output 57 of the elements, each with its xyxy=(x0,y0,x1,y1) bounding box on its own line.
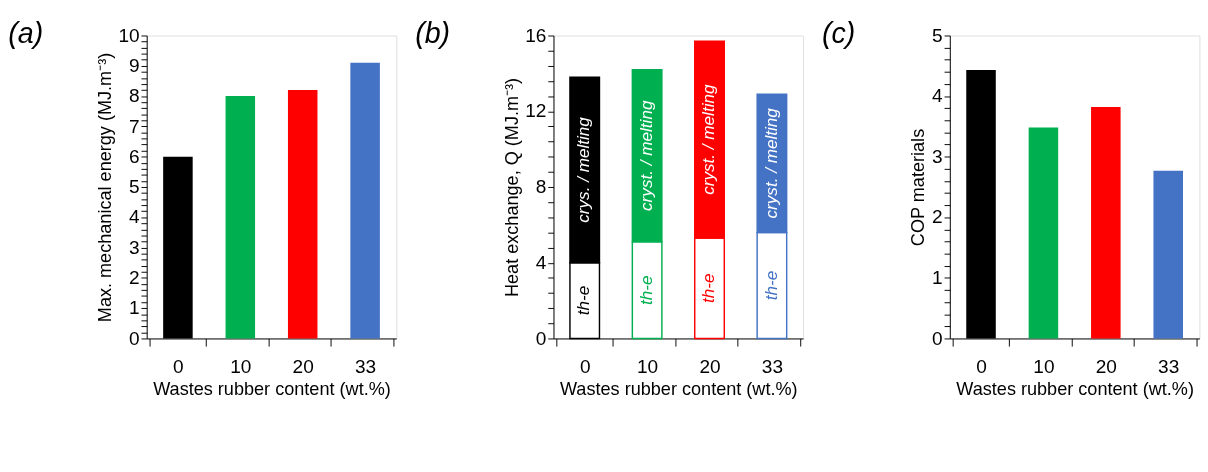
y-tick-label: 12 xyxy=(525,100,547,122)
x-tick-label: 0 xyxy=(976,356,987,378)
annotation: cryst. / melting xyxy=(760,107,781,219)
y-tick-label: 3 xyxy=(128,236,140,258)
x-axis-title: Wastes rubber content (wt.%) xyxy=(153,379,391,400)
bar xyxy=(350,62,380,339)
y-tick-label: 5 xyxy=(932,24,943,46)
y-tick-label: 4 xyxy=(932,85,944,107)
y-tick-label: 4 xyxy=(535,251,547,273)
chart-title: (a) xyxy=(8,17,44,50)
y-tick-label: 1 xyxy=(128,297,140,319)
x-tick-label: 20 xyxy=(1095,356,1117,378)
y-tick-label: 8 xyxy=(128,85,140,107)
x-tick-label: 10 xyxy=(230,356,252,378)
x-tick-label: 0 xyxy=(579,356,591,378)
y-tick-label: 0 xyxy=(932,327,943,349)
bar xyxy=(1153,170,1183,339)
y-axis-title: Max. mechanical energy (MJ.m⁻³) xyxy=(94,52,115,323)
x-tick-label: 33 xyxy=(1158,356,1180,378)
y-axis-title: Heat exchange, Q (MJ.m⁻³) xyxy=(501,77,522,298)
x-tick-label: 33 xyxy=(355,356,377,378)
annotation: th-e xyxy=(760,270,781,301)
y-tick-label: 8 xyxy=(535,176,547,198)
y-tick-label: 10 xyxy=(118,24,140,46)
chart-title: (c) xyxy=(822,17,856,50)
y-tick-label: 0 xyxy=(535,327,547,349)
x-tick-label: 10 xyxy=(636,356,659,378)
annotation: crys. / melting xyxy=(573,116,594,223)
chart-title: (b) xyxy=(415,17,451,50)
x-axis-title: Wastes rubber content (wt.%) xyxy=(559,379,798,400)
x-axis-title: Wastes rubber content (wt.%) xyxy=(956,379,1194,400)
x-tick-label: 20 xyxy=(292,356,314,378)
y-tick-label: 5 xyxy=(128,176,140,198)
x-tick-label: 33 xyxy=(761,356,783,378)
bar xyxy=(1091,107,1121,339)
y-tick-label: 2 xyxy=(128,267,140,289)
y-axis-title: COP materials xyxy=(908,128,929,247)
y-tick-label: 1 xyxy=(932,267,943,289)
annotation: cryst. / melting xyxy=(635,100,656,211)
y-tick-label: 16 xyxy=(525,24,547,46)
y-tick-label: 4 xyxy=(128,206,140,228)
x-tick-label: 10 xyxy=(1033,356,1055,378)
annotation: th-e xyxy=(573,285,594,316)
x-tick-label: 20 xyxy=(699,356,721,378)
y-tick-label: 3 xyxy=(932,145,943,167)
y-tick-label: 2 xyxy=(932,206,943,228)
bar xyxy=(287,90,318,339)
bar xyxy=(225,96,256,339)
bar xyxy=(1028,127,1059,339)
annotation: th-e xyxy=(635,275,656,305)
y-tick-label: 9 xyxy=(128,55,140,77)
x-tick-label: 0 xyxy=(173,356,184,378)
annotation: th-e xyxy=(698,273,719,304)
y-tick-label: 7 xyxy=(128,115,140,137)
annotation: cryst. / melting xyxy=(698,83,719,195)
y-tick-label: 0 xyxy=(128,327,140,349)
y-tick-label: 6 xyxy=(128,145,140,167)
